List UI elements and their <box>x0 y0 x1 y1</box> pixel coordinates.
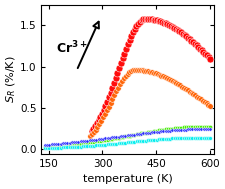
Text: $\bf{Cr^{3+}}$: $\bf{Cr^{3+}}$ <box>56 40 87 57</box>
Y-axis label: $S_R$ (%/K): $S_R$ (%/K) <box>5 55 18 103</box>
X-axis label: temperature (K): temperature (K) <box>83 174 173 184</box>
